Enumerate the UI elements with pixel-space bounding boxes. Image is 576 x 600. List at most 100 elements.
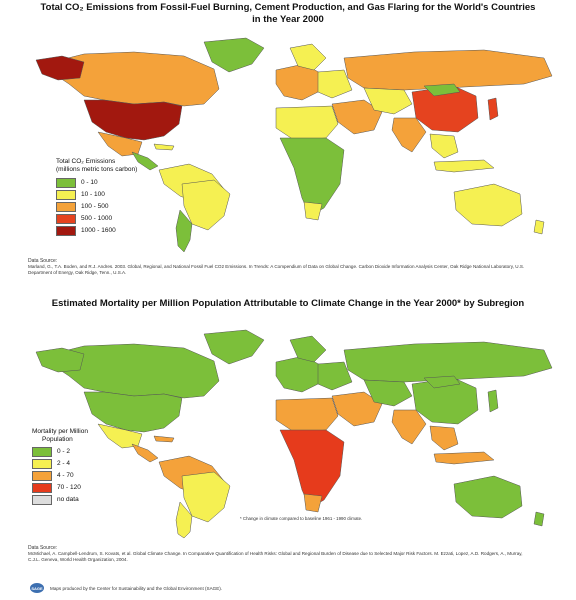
legend-label: 1000 - 1600 <box>81 227 116 234</box>
map2-legend-row: 70 - 120 <box>32 483 88 493</box>
map2-legend-rows: 0 - 2 2 - 4 4 - 70 70 - 120 no data <box>32 447 88 505</box>
indonesia-region <box>433 159 495 173</box>
mongolia-region <box>423 375 461 389</box>
map2-legend-row: 2 - 4 <box>32 459 88 469</box>
mortality-map <box>35 329 553 539</box>
map1-legend-subtitle: (millions metric tons carbon) <box>56 166 138 173</box>
middle-east-region <box>331 391 383 427</box>
credit-text: Maps produced by the Center for Sustaina… <box>50 585 223 591</box>
legend-swatch <box>56 190 76 200</box>
map2-legend-row: no data <box>32 495 88 505</box>
japan-region <box>487 97 499 121</box>
map2-footnote: * Change in climate compared to baseline… <box>240 516 363 521</box>
sub-saharan-africa-region <box>279 429 345 509</box>
brazil-region <box>181 471 231 523</box>
legend-label: 70 - 120 <box>57 484 81 491</box>
russia-region <box>343 49 553 91</box>
map1-source-heading: Data Source: <box>28 258 58 264</box>
legend-label: 100 - 500 <box>81 203 109 210</box>
india-region <box>391 409 427 445</box>
alaska-region <box>35 347 85 373</box>
eastern-europe-region <box>317 361 353 391</box>
western-europe-region <box>275 355 323 393</box>
map2-source: Data Source: McMichael, A. Campbell-Lend… <box>28 545 528 563</box>
south-africa-region <box>303 493 323 513</box>
southeast-asia-region <box>429 133 459 159</box>
map2-legend-row: 4 - 70 <box>32 471 88 481</box>
central-asia-region <box>363 379 413 407</box>
indonesia-region <box>433 451 495 465</box>
india-region <box>391 117 427 153</box>
new-zealand-region <box>533 511 545 527</box>
credit-footer: SAGE Maps produced by the Center for Sus… <box>30 583 222 593</box>
map1-legend-row: 0 - 10 <box>56 178 137 188</box>
map1-legend-row: 100 - 500 <box>56 202 137 212</box>
usa-region <box>83 99 183 141</box>
legend-label: no data <box>57 496 79 503</box>
greenland-region <box>203 329 265 365</box>
south-america-south-region <box>175 501 193 539</box>
map1-legend-row: 1000 - 1600 <box>56 226 137 236</box>
legend-swatch <box>56 178 76 188</box>
map1-source-text: Marland, G., T.A. Boden, and R.J. Andres… <box>28 264 525 275</box>
greenland-region <box>203 37 265 73</box>
mongolia-region <box>423 83 461 97</box>
central-asia-region <box>363 87 413 115</box>
co2-emissions-map <box>35 37 553 253</box>
alaska-region <box>35 55 85 81</box>
australia-region <box>453 183 523 227</box>
legend-label: 2 - 4 <box>57 460 71 467</box>
map2-legend-subtitle: Population <box>42 436 73 443</box>
south-america-south-region <box>175 209 193 253</box>
map2-legend: Mortality per Million Population 0 - 2 2… <box>32 428 88 505</box>
legend-label: 0 - 2 <box>57 448 71 455</box>
legend-swatch <box>56 226 76 236</box>
north-africa-region <box>275 105 339 141</box>
map2-source-text: McMichael, A. Campbell-Lendrum, S. Kovat… <box>28 551 523 562</box>
north-africa-region <box>275 397 339 433</box>
brazil-region <box>181 179 231 231</box>
map1-legend-rows: 0 - 10 10 - 100 100 - 500 500 - 1000 100… <box>56 178 137 236</box>
china-region <box>411 377 479 425</box>
southeast-asia-region <box>429 425 459 451</box>
legend-swatch <box>32 471 52 481</box>
legend-label: 4 - 70 <box>57 472 74 479</box>
map1-legend-row: 10 - 100 <box>56 190 137 200</box>
legend-swatch <box>32 459 52 469</box>
canada-region <box>43 343 220 399</box>
map1-legend-row: 500 - 1000 <box>56 214 137 224</box>
map2-legend-title: Mortality per Million <box>32 428 88 435</box>
central-america-region <box>131 151 159 171</box>
russia-region <box>343 341 553 383</box>
sage-logo-icon: SAGE <box>30 583 44 593</box>
australia-region <box>453 475 523 519</box>
map2-title: Estimated Mortality per Million Populati… <box>51 298 525 309</box>
legend-label: 500 - 1000 <box>81 215 113 222</box>
legend-label: 0 - 10 <box>81 179 98 186</box>
new-zealand-region <box>533 219 545 235</box>
map1-legend: Total CO₂ Emissions (millions metric ton… <box>56 158 137 236</box>
south-africa-region <box>303 201 323 221</box>
caribbean-region <box>153 143 175 151</box>
legend-swatch <box>56 202 76 212</box>
legend-swatch <box>32 483 52 493</box>
scandinavia-region <box>289 335 327 363</box>
map1-legend-title: Total CO₂ Emissions <box>56 158 116 165</box>
caribbean-region <box>153 435 175 443</box>
sub-saharan-africa-region <box>279 137 345 217</box>
legend-swatch <box>32 495 52 505</box>
western-europe-region <box>275 63 323 101</box>
map2-source-heading: Data Source: <box>28 545 58 551</box>
legend-swatch <box>32 447 52 457</box>
map1-source: Data Source: Marland, G., T.A. Boden, an… <box>28 258 528 276</box>
china-region <box>411 85 479 133</box>
middle-east-region <box>331 99 383 135</box>
canada-region <box>43 51 220 107</box>
japan-region <box>487 389 499 413</box>
scandinavia-region <box>289 43 327 71</box>
eastern-europe-region <box>317 69 353 99</box>
map2-legend-row: 0 - 2 <box>32 447 88 457</box>
legend-swatch <box>56 214 76 224</box>
central-america-region <box>131 443 159 463</box>
legend-label: 10 - 100 <box>81 191 105 198</box>
